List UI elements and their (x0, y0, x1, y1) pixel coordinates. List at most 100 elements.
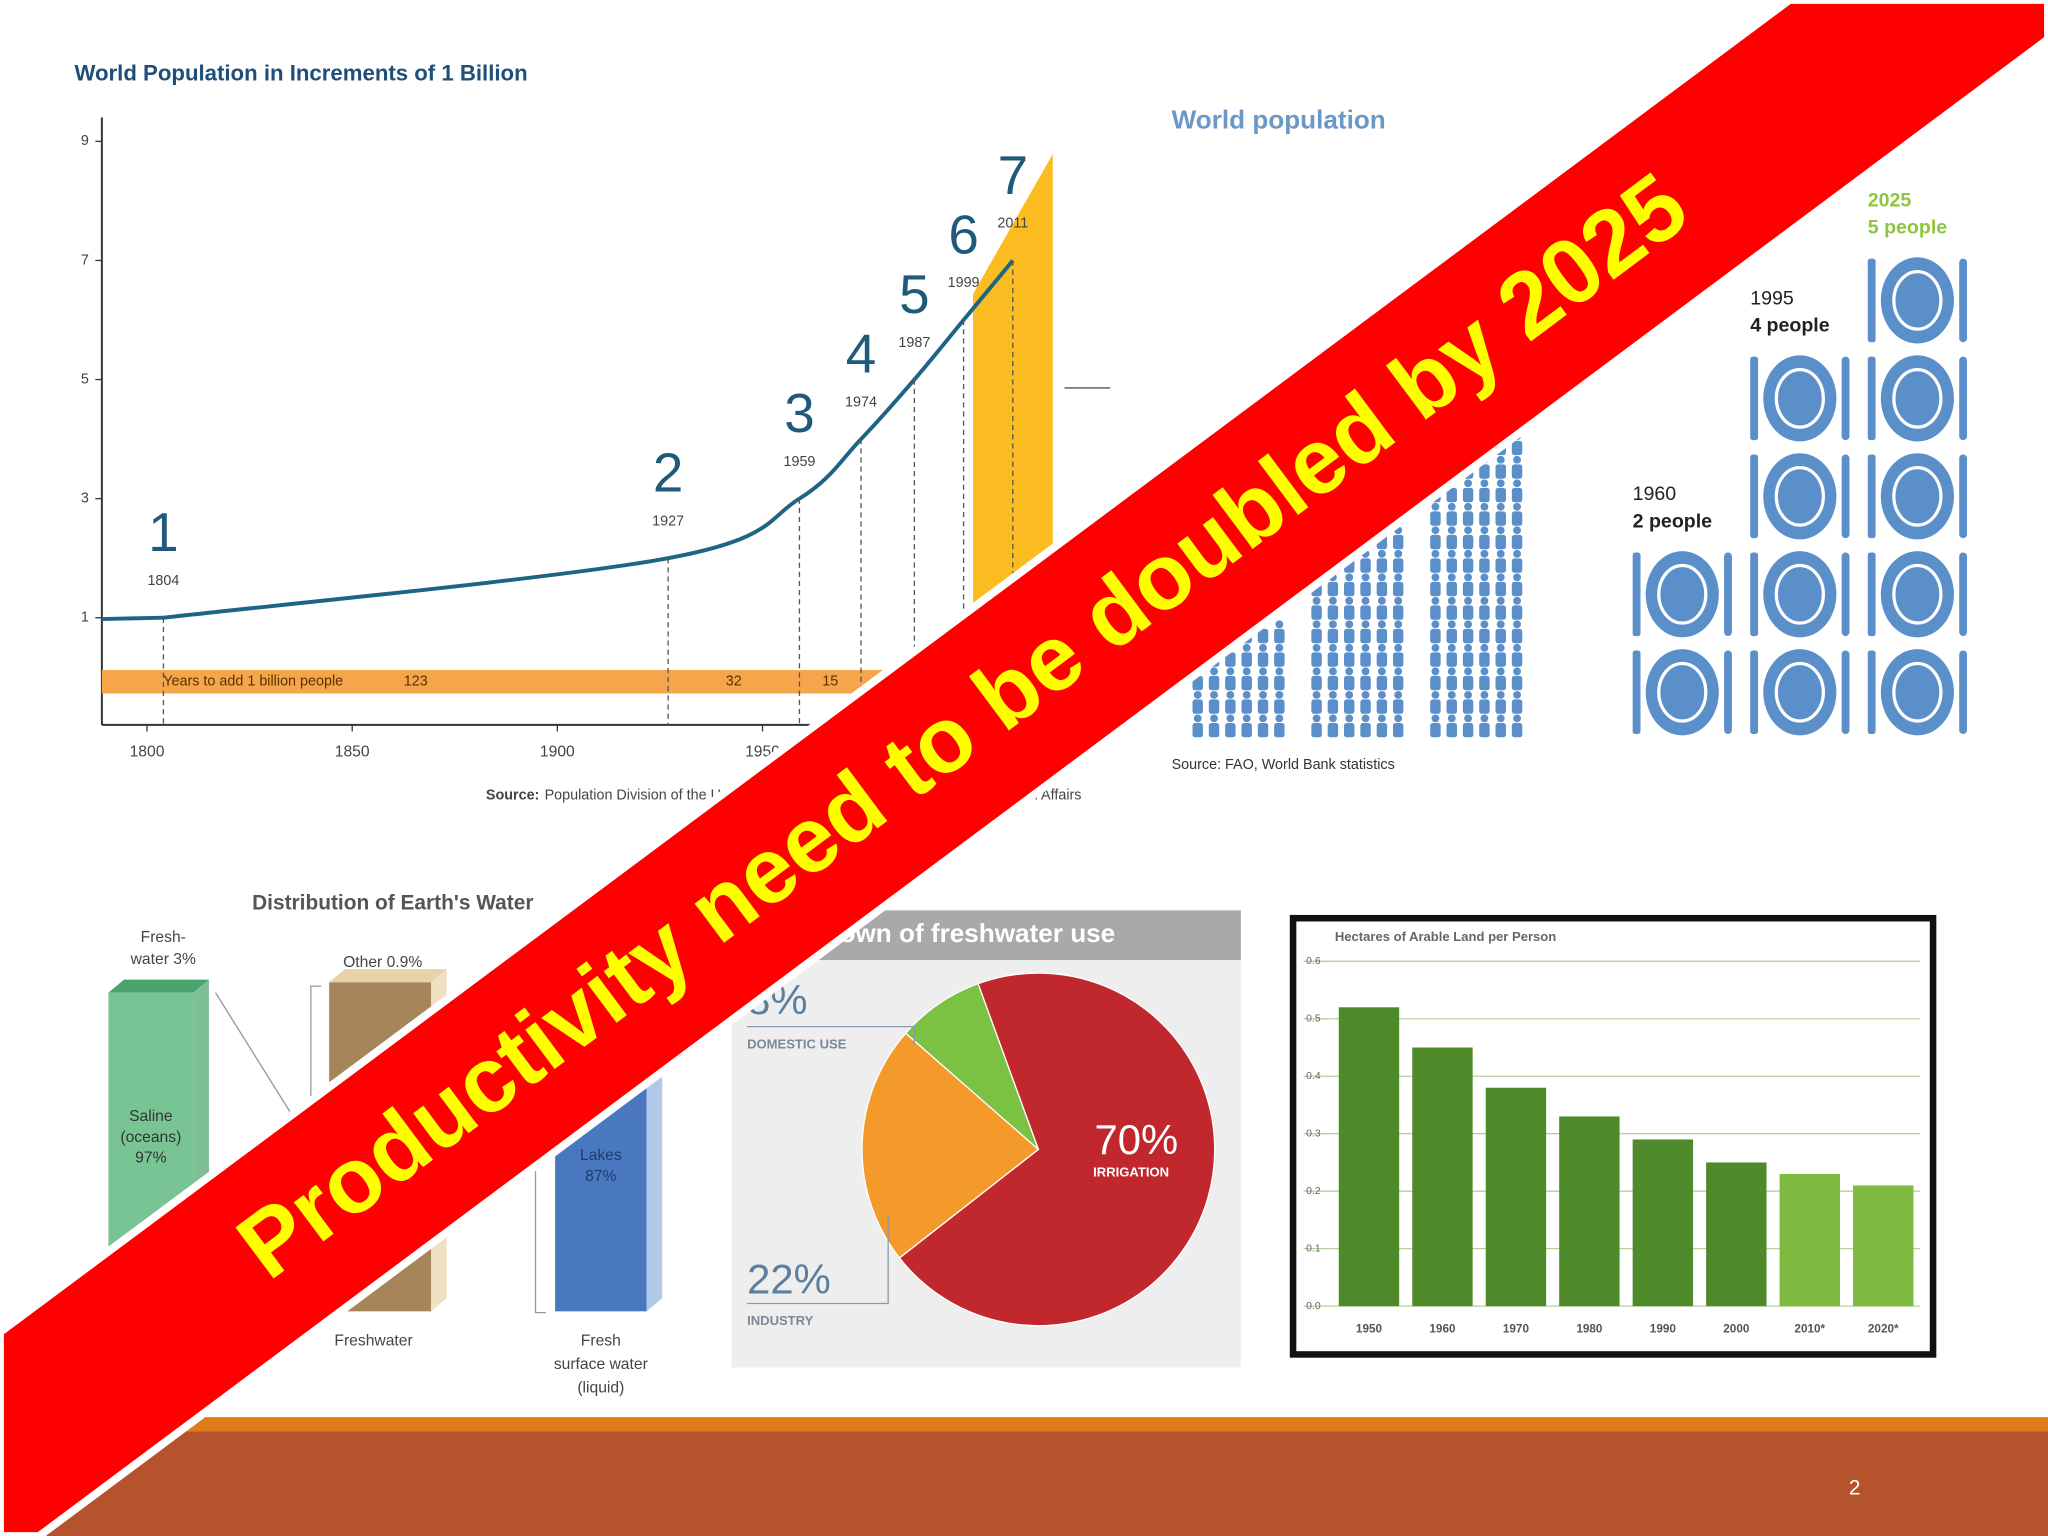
person-body (1392, 558, 1404, 573)
bar (1779, 1173, 1840, 1307)
person-body (1344, 652, 1355, 667)
person-head (1394, 573, 1403, 582)
plate-column (1867, 257, 1968, 736)
person-head (1447, 549, 1456, 558)
bottom-label: (liquid) (577, 1380, 624, 1397)
pie-slice (898, 972, 1216, 1327)
person-body (1274, 652, 1285, 667)
person-head (1464, 714, 1472, 723)
person-head (1513, 714, 1521, 723)
person-head (1394, 690, 1403, 699)
person-head (1480, 643, 1489, 652)
person-head (1259, 690, 1267, 699)
bar (1412, 1047, 1473, 1307)
person-body (1376, 722, 1388, 738)
person-head (1259, 714, 1267, 723)
person-body (1430, 675, 1441, 691)
plate-column (1632, 551, 1732, 736)
column-top (108, 979, 209, 993)
y-tick-label: 5 (81, 371, 89, 387)
plate-inner (1657, 563, 1708, 625)
person-body (1511, 699, 1523, 714)
person-body (1392, 722, 1404, 738)
y-tick-label: 0.2 (1306, 1186, 1321, 1197)
person-body (1479, 652, 1490, 667)
person-head (1496, 573, 1505, 582)
plate (1763, 355, 1837, 442)
person-body (1462, 699, 1474, 714)
person-head (1242, 714, 1251, 723)
bar (1338, 1007, 1400, 1307)
person-head (1447, 596, 1456, 605)
fork (1750, 650, 1759, 735)
person-head (1480, 596, 1489, 605)
person-head (1345, 573, 1354, 582)
x-tick-label: 1850 (335, 743, 370, 760)
person-body (1511, 511, 1523, 526)
chart-title: World Population in Increments of 1 Bill… (74, 60, 527, 85)
person-body (1430, 605, 1441, 620)
person-head (1464, 643, 1472, 652)
person-head (1275, 667, 1284, 676)
person-body (1392, 581, 1404, 597)
fork (1867, 356, 1876, 441)
bar (1632, 1139, 1694, 1307)
person-body (1511, 487, 1523, 503)
person-body (1495, 675, 1506, 691)
y-tick-label: 0.3 (1306, 1128, 1321, 1139)
knife (1841, 650, 1850, 735)
person-body (1430, 652, 1441, 667)
person-body (1257, 652, 1269, 667)
plate-inner (1892, 368, 1943, 429)
milestone-year: 2011 (997, 216, 1028, 232)
person-head (1480, 690, 1489, 699)
person-head (1496, 620, 1505, 629)
person-body (1225, 675, 1236, 691)
person-head (1377, 549, 1386, 558)
person-body (1225, 722, 1236, 738)
plate-inner (1892, 465, 1943, 527)
person-head (1496, 526, 1505, 535)
person-head (1328, 643, 1337, 652)
person-head (1275, 643, 1284, 652)
person-body (1376, 605, 1388, 620)
person-body (1327, 581, 1339, 597)
person-body (1225, 699, 1236, 714)
person-head (1312, 596, 1321, 605)
person-body (1446, 699, 1457, 714)
person-body (1479, 675, 1490, 691)
fork (1867, 258, 1876, 343)
person-head (1377, 573, 1386, 582)
person-head (1447, 502, 1456, 511)
person-head (1513, 690, 1521, 699)
person-head (1431, 690, 1440, 699)
plate (1763, 453, 1837, 540)
person-body (1495, 487, 1506, 503)
knife (1959, 454, 1968, 539)
years-value: 15 (822, 674, 838, 690)
person-body (1392, 605, 1404, 620)
person-head (1394, 643, 1403, 652)
person-body (1241, 675, 1252, 691)
person-head (1394, 596, 1403, 605)
person-body (1462, 487, 1474, 503)
plate-inner (1892, 270, 1943, 331)
person-body (1376, 558, 1388, 573)
person-head (1242, 667, 1251, 676)
person-body (1327, 652, 1339, 667)
column-top (329, 969, 447, 983)
person-body (1511, 440, 1523, 456)
person-head (1513, 573, 1521, 582)
person-head (1480, 667, 1489, 676)
person-body (1344, 722, 1355, 738)
person-head (1328, 690, 1337, 699)
value-label: 5 people (1868, 217, 1948, 239)
bar (1485, 1087, 1547, 1307)
person-body (1511, 581, 1523, 597)
bar (1559, 1116, 1620, 1307)
person-head (1496, 714, 1505, 723)
person-body (1446, 652, 1457, 667)
fork (1750, 454, 1759, 539)
person-head (1464, 549, 1472, 558)
person-body (1327, 722, 1339, 738)
